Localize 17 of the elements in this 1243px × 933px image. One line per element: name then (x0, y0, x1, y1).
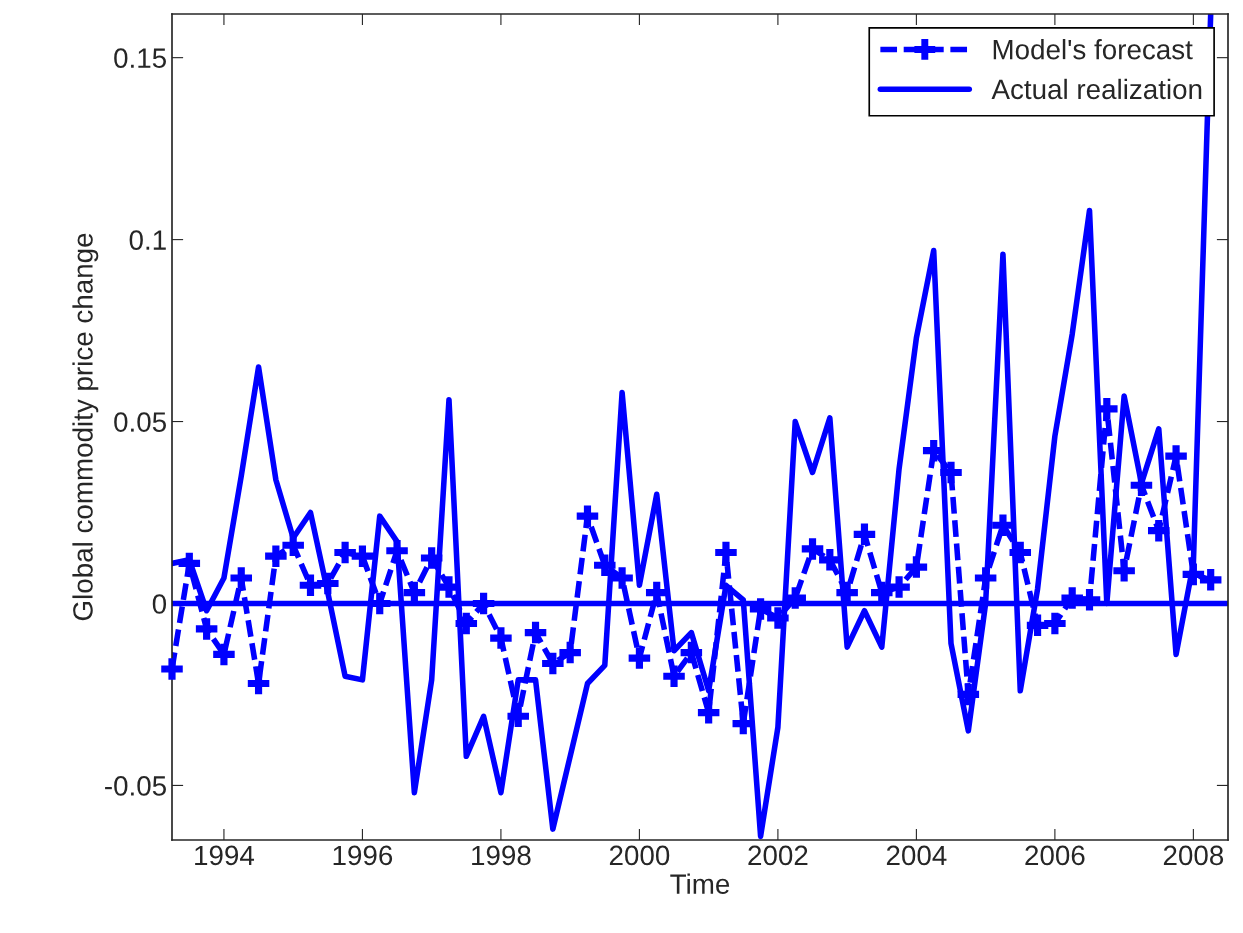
y-axis-title: Global commodity price change (72, 233, 99, 621)
x-tick-label: 1994 (195, 845, 255, 866)
legend-label: Model's forecast (993, 39, 1193, 60)
x-tick-label: 1996 (333, 845, 393, 866)
x-tick-label: 2006 (1025, 845, 1085, 866)
x-axis-title: Time (670, 873, 730, 894)
x-tick-label: 1998 (472, 845, 531, 866)
y-tick-label: 0.05 (114, 412, 166, 432)
y-tick-label: 0 (152, 594, 167, 614)
y-tick-label: 0.15 (114, 48, 166, 68)
x-tick-label: 2004 (886, 845, 947, 866)
y-tick-label: 0.1 (129, 230, 166, 250)
y-tick-label: -0.05 (105, 776, 166, 796)
x-tick-label: 2002 (748, 845, 808, 866)
legend-label: Actual realization (991, 78, 1202, 100)
x-tick-label: 2000 (609, 845, 670, 866)
x-tick-label: 2008 (1163, 845, 1224, 866)
